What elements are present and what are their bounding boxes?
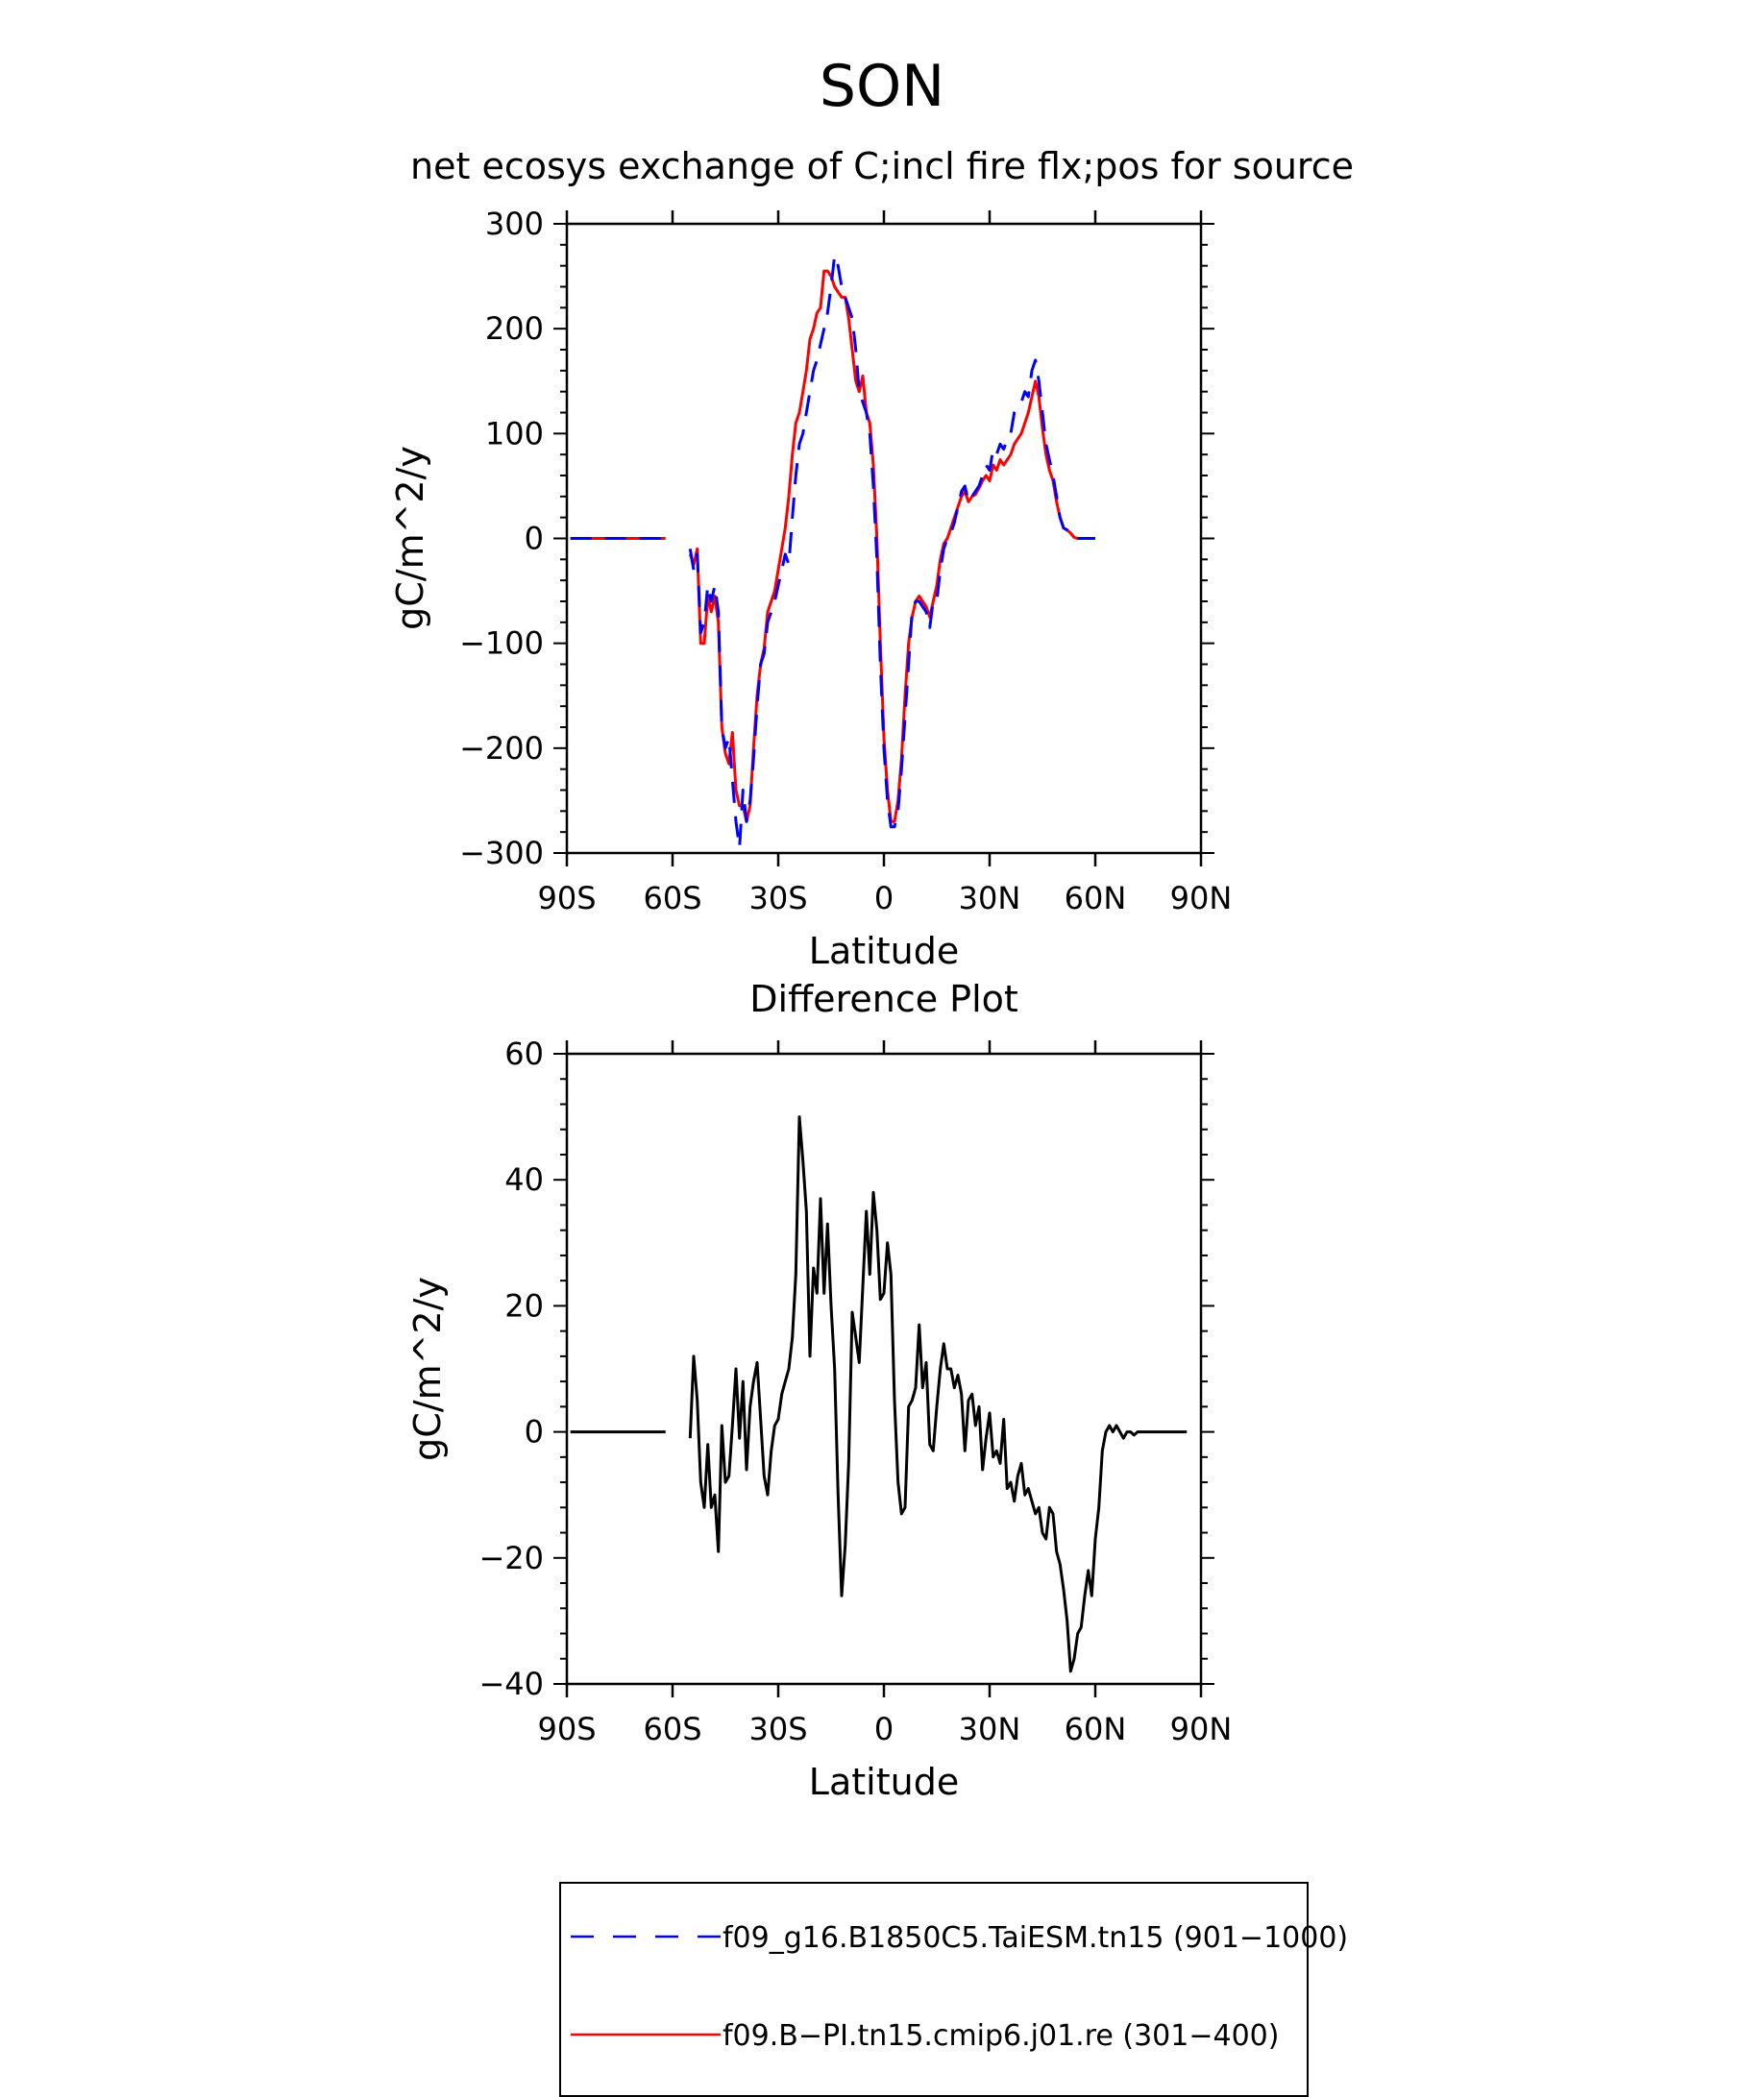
x-tick-label: 30S [748, 1711, 807, 1747]
top-line-chart: 90S 60S 30S 0 30N 60N 90N −300 −200 −100 0 100 200 30… [389, 206, 1232, 972]
plot-frame [565, 1052, 1203, 1686]
y-tick-label: −200 [459, 730, 544, 767]
difference-line-chart: 90S 60S 30S 0 30N 60N 90N −40 −20 0 20 40 60 Latitude… [406, 978, 1232, 1803]
y-tick-label: 100 [485, 415, 544, 451]
legend: f09_g16.B1850C5.TaiESM.tn15 (901−1000) f… [559, 1882, 1348, 2097]
y-tick-label: 0 [525, 1414, 544, 1451]
y-tick-label: 200 [485, 310, 544, 347]
y-tick-label: 60 [504, 1036, 544, 1072]
y-tick-label: 300 [485, 206, 544, 242]
x-tick-label: 60N [1065, 1711, 1127, 1747]
y-tick-label: 40 [504, 1161, 544, 1198]
chart-title: SON [820, 53, 944, 120]
legend-entry-label: f09.B−PI.tn15.cmip6.j01.re (301−400) [723, 2019, 1279, 2053]
x-tick-label: 30S [748, 880, 807, 916]
y-tick-label: −100 [459, 625, 544, 662]
x-tick-label: 90S [537, 880, 596, 916]
y-axis-label: gC/m^2/y [406, 1277, 449, 1461]
y-tick-label: −40 [478, 1666, 544, 1702]
y-tick-label: −20 [478, 1540, 544, 1576]
panel-title: Difference Plot [749, 978, 1018, 1020]
x-tick-label: 0 [874, 880, 894, 916]
x-tick-label: 90S [537, 1711, 596, 1747]
legend-box [559, 1882, 1309, 2097]
series-line [688, 269, 1095, 823]
x-tick-label: 90N [1170, 880, 1233, 916]
legend-entry-label: f09_g16.B1850C5.TaiESM.tn15 (901−1000) [723, 1921, 1348, 1955]
x-axis-label: Latitude [809, 1761, 959, 1803]
x-tick-label: 60S [643, 1711, 701, 1747]
x-tick-label: 60S [643, 880, 701, 916]
x-tick-label: 60N [1065, 880, 1127, 916]
series-line [688, 254, 1095, 849]
y-tick-label: 20 [504, 1287, 544, 1324]
y-tick-label: 0 [525, 521, 544, 557]
x-axis-label: Latitude [809, 930, 959, 972]
chart-subtitle: net ecosys exchange of C;incl fire flx;p… [410, 145, 1354, 187]
y-axis-label: gC/m^2/y [389, 446, 431, 630]
x-tick-label: 30N [959, 1711, 1021, 1747]
x-tick-label: 90N [1170, 1711, 1233, 1747]
series-line [688, 1115, 1188, 1673]
x-tick-label: 30N [959, 880, 1021, 916]
x-tick-label: 0 [874, 1711, 894, 1747]
y-tick-label: −300 [459, 835, 544, 871]
